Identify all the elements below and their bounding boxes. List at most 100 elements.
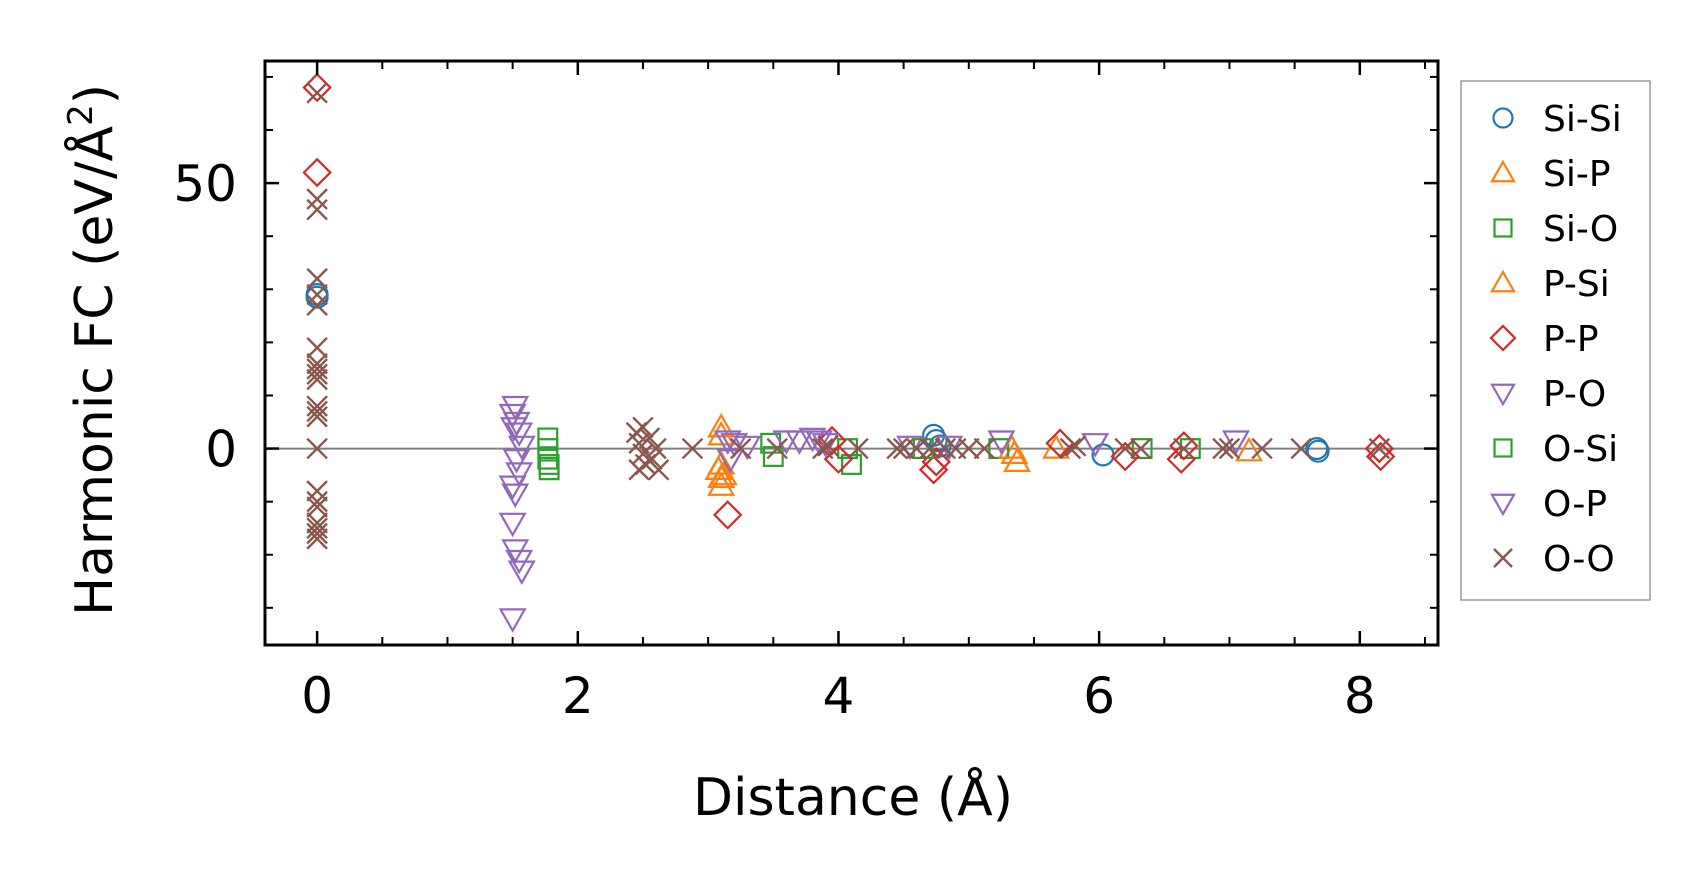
data-point: [645, 437, 667, 460]
data-point: [302, 157, 332, 188]
series-o-si: [538, 438, 934, 475]
data-point: [306, 437, 328, 460]
data-point: [306, 363, 328, 385]
data-point: [505, 462, 534, 487]
x-axis-label: Distance (Å): [693, 766, 1013, 828]
legend-marker: [1492, 107, 1514, 129]
data-point: [720, 433, 749, 458]
data-point: [987, 430, 1016, 455]
legend-marker: [1490, 159, 1516, 183]
data-point: [505, 422, 534, 447]
legend-item: P-O: [1490, 374, 1606, 415]
legend-marker: [1490, 269, 1516, 293]
y-axis-label-close: ): [65, 84, 125, 104]
data-point: [538, 454, 560, 475]
data-point: [973, 437, 996, 460]
data-point: [1173, 437, 1195, 460]
legend-item: Si-P: [1490, 154, 1611, 195]
data-point: [1130, 437, 1152, 460]
data-point: [499, 417, 528, 442]
data-point: [707, 463, 736, 488]
data-point: [306, 294, 328, 316]
data-point: [1218, 437, 1241, 460]
data-point: [306, 358, 328, 380]
data-point: [638, 427, 661, 449]
data-point: [537, 448, 559, 470]
data-point: [501, 483, 530, 509]
data-point: [704, 455, 733, 480]
data-point: [918, 455, 949, 485]
legend-label: Si-Si: [1543, 99, 1622, 140]
data-point: [729, 437, 752, 460]
data-point: [1251, 437, 1273, 460]
x-tick-label: 6: [1083, 667, 1115, 725]
legend-item: P-Si: [1490, 264, 1610, 305]
data-point: [498, 512, 527, 538]
data-point: [632, 416, 654, 439]
legend-label: O-O: [1543, 539, 1615, 580]
legend-label: O-P: [1543, 484, 1607, 525]
data-point: [306, 522, 328, 545]
data-point: [306, 480, 328, 502]
data-point: [1306, 439, 1330, 463]
data-point: [306, 352, 328, 375]
legend-marker: [1493, 438, 1513, 458]
data-point: [502, 449, 531, 474]
data-point: [306, 198, 328, 221]
legend-label: P-O: [1543, 374, 1606, 415]
data-point: [306, 395, 328, 417]
x-tick-label: 4: [823, 667, 855, 725]
data-point: [785, 430, 814, 455]
data-point: [847, 437, 869, 460]
data-point: [507, 560, 536, 585]
data-point: [498, 475, 527, 501]
legend-item: O-O: [1493, 539, 1615, 580]
data-point: [1131, 438, 1153, 460]
legend-item: Si-O: [1493, 209, 1618, 250]
data-point: [306, 188, 328, 210]
data-point: [628, 459, 650, 481]
data-point: [306, 528, 328, 550]
legend-label: O-Si: [1543, 429, 1618, 470]
data-point: [812, 437, 834, 460]
data-point: [306, 336, 328, 359]
data-point: [1081, 433, 1110, 458]
data-point: [1064, 435, 1087, 457]
data-point: [647, 459, 670, 481]
legend-item: Si-Si: [1492, 99, 1622, 140]
data-point: [918, 437, 941, 460]
data-point: [305, 285, 329, 309]
legend-label: P-P: [1543, 319, 1599, 360]
data-point: [1235, 436, 1264, 462]
legend-marker: [1493, 548, 1513, 568]
legend-marker: [1489, 324, 1517, 352]
y-tick-label: 50: [173, 155, 237, 213]
legend-item: P-P: [1489, 319, 1599, 360]
data-point: [1003, 447, 1032, 473]
data-point: [306, 283, 328, 306]
ticks-layer: 0 2 4 6 8 0 50: [173, 61, 1438, 725]
series-o-o: [306, 82, 1391, 550]
data-point: [1290, 437, 1312, 460]
data-point: [501, 395, 530, 421]
data-point: [507, 435, 536, 461]
data-point: [712, 500, 743, 530]
data-point: [537, 438, 559, 460]
data-points-layer: [302, 72, 1396, 633]
data-point: [498, 608, 527, 633]
data-point: [1368, 437, 1391, 460]
legend-item: O-Si: [1493, 429, 1618, 470]
x-tick-label: 8: [1344, 667, 1376, 725]
legend: Si-Si Si-P Si-O P-Si P-P P-O O-Si O-P O-O: [1460, 80, 1651, 601]
y-axis-label-main: Harmonic FC (eV/Å: [63, 125, 125, 616]
data-point: [306, 267, 328, 290]
data-point: [1114, 437, 1136, 460]
data-point: [302, 72, 332, 103]
data-point: [1110, 441, 1140, 472]
data-point: [306, 368, 328, 391]
data-point: [1364, 433, 1395, 464]
y-axis-label: Harmonic FC (eV/Å2): [61, 84, 125, 616]
legend-label: P-Si: [1543, 264, 1610, 305]
